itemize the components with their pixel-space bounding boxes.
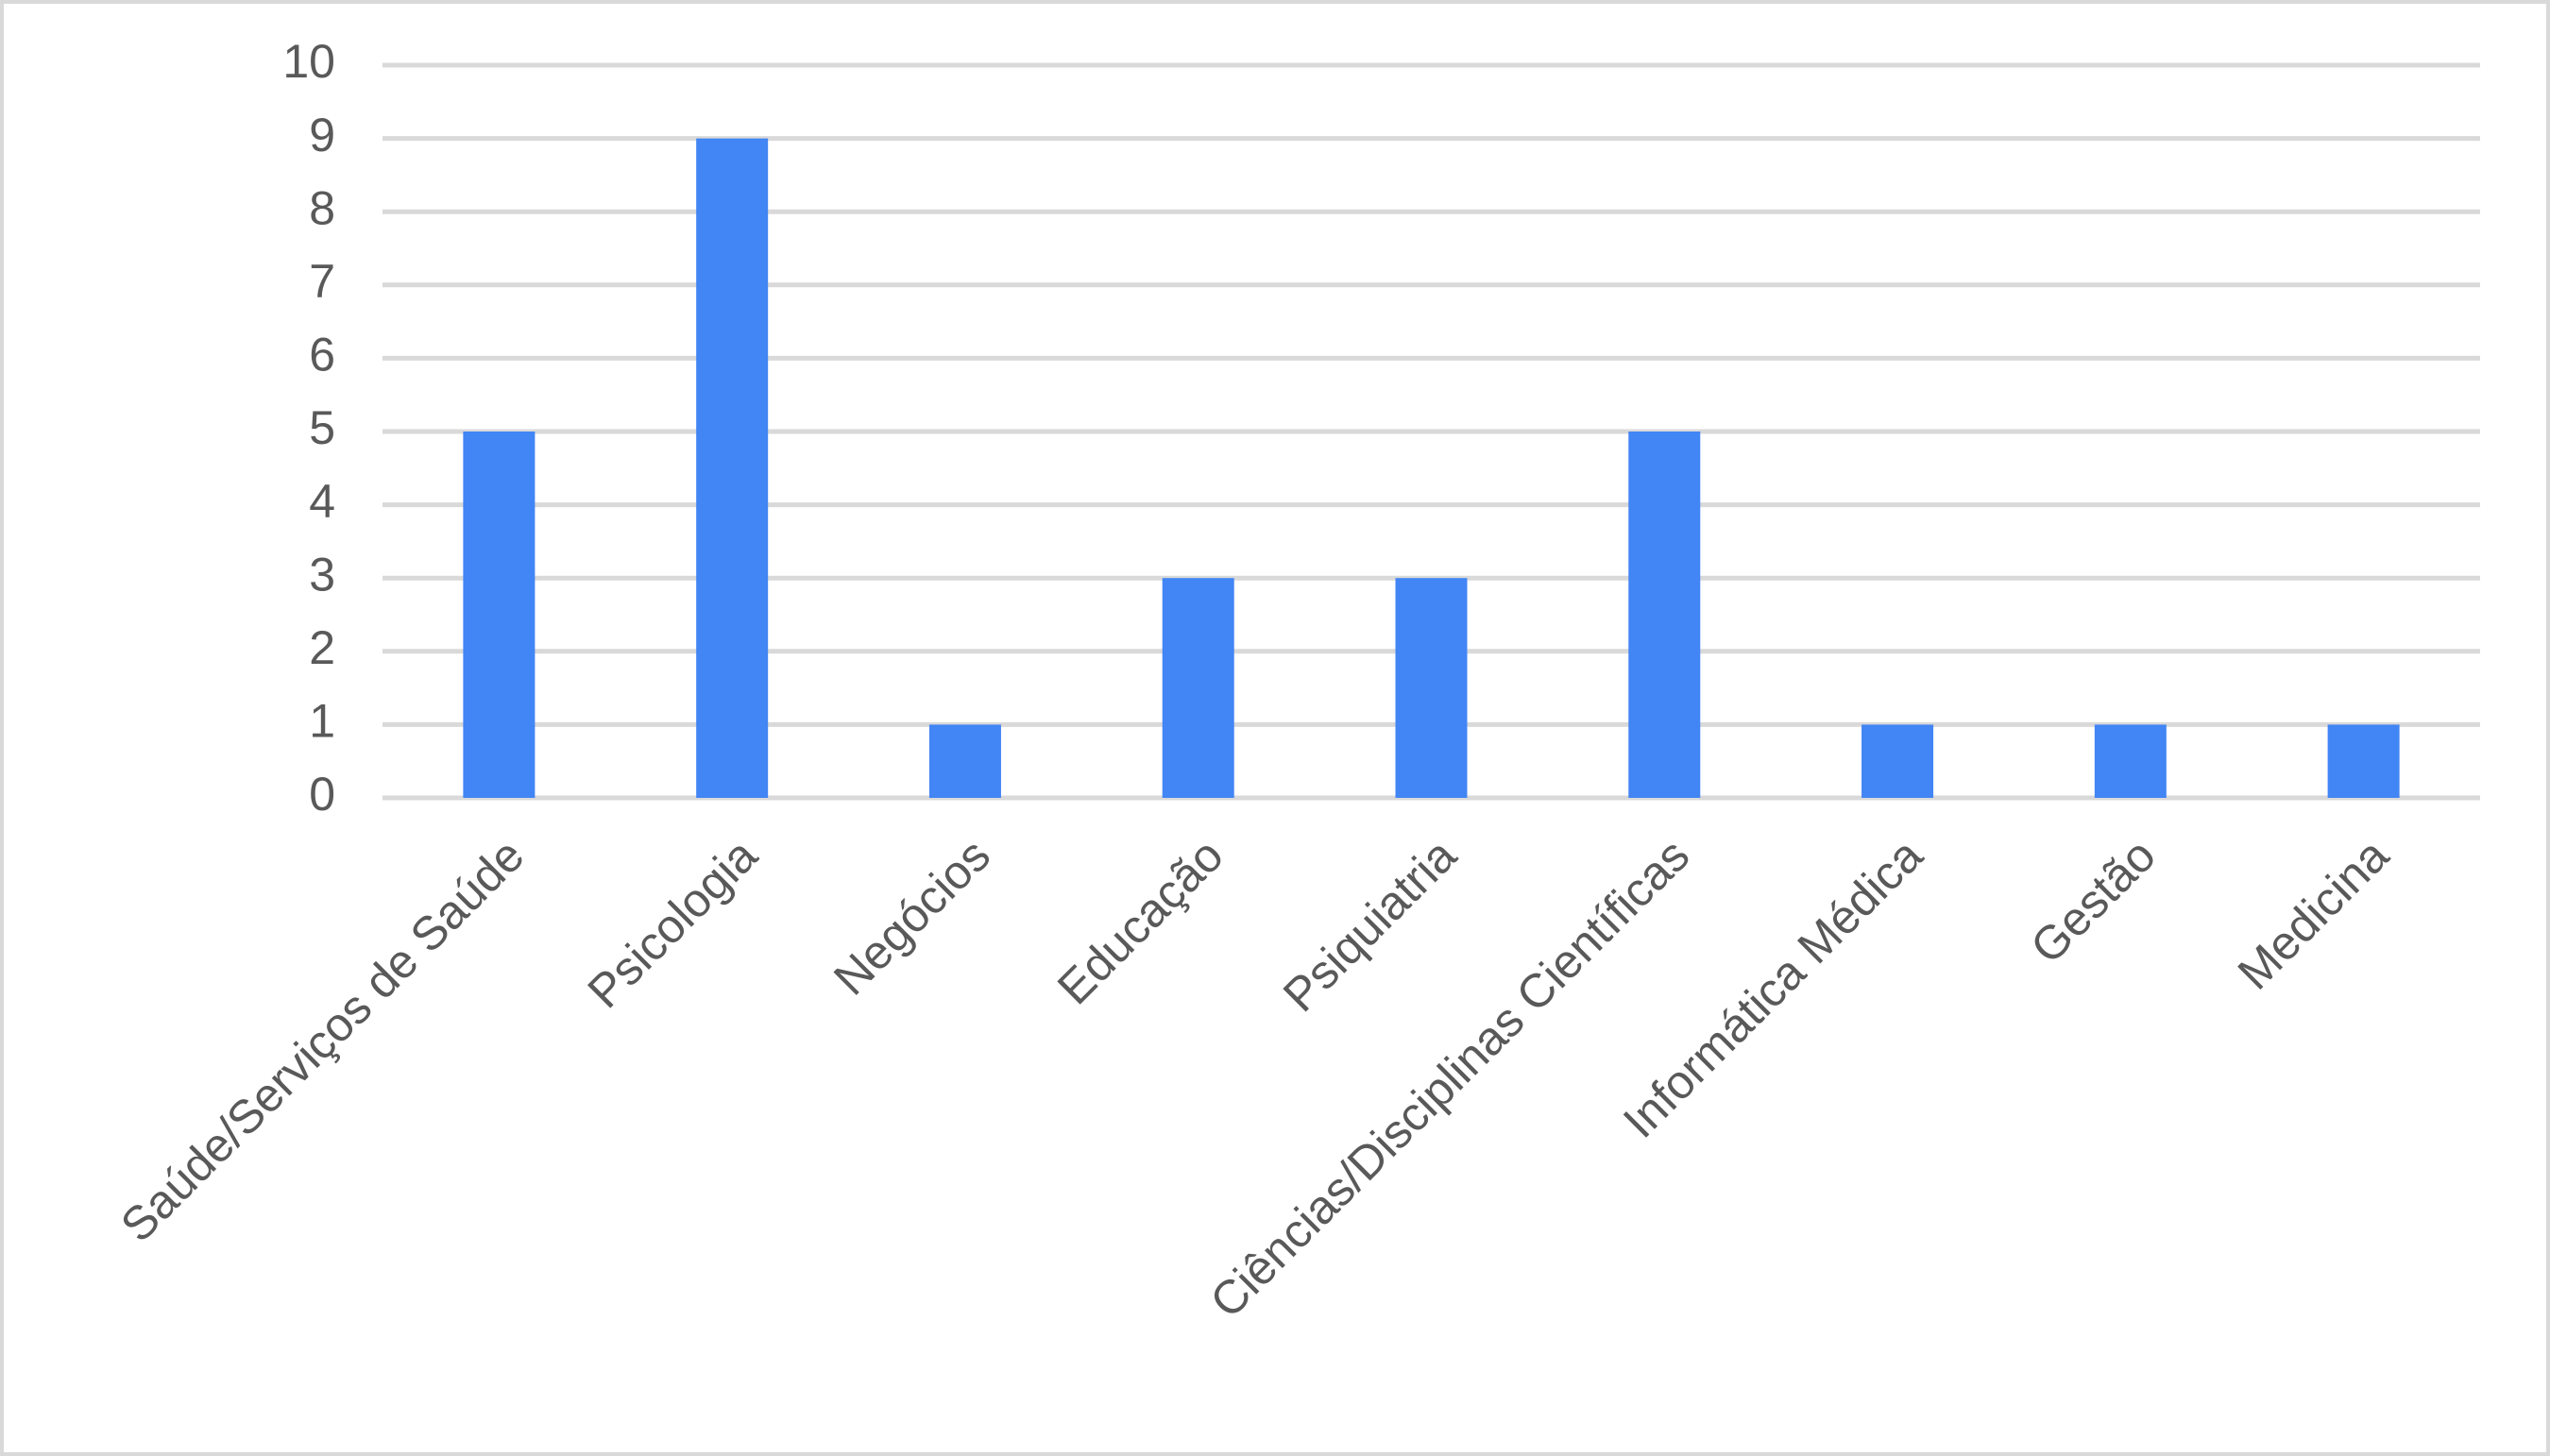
y-tick-label: 4	[309, 475, 335, 528]
y-tick-label: 6	[309, 329, 335, 381]
bar	[2327, 724, 2400, 798]
bar	[696, 138, 769, 799]
y-tick-label: 3	[309, 548, 335, 601]
bar	[1628, 432, 1701, 798]
bar	[928, 724, 1001, 798]
bar	[1162, 578, 1234, 798]
y-tick-label: 5	[309, 401, 335, 454]
bar	[463, 432, 536, 798]
y-tick-label: 10	[282, 35, 335, 88]
y-tick-label: 9	[309, 109, 335, 161]
bar	[2094, 724, 2167, 798]
y-tick-label: 0	[309, 768, 335, 821]
y-tick-label: 1	[309, 695, 335, 748]
y-tick-label: 7	[309, 255, 335, 308]
bar	[1395, 578, 1468, 798]
bar	[1862, 724, 1934, 798]
y-tick-label: 2	[309, 621, 335, 674]
y-tick-label: 8	[309, 181, 335, 234]
